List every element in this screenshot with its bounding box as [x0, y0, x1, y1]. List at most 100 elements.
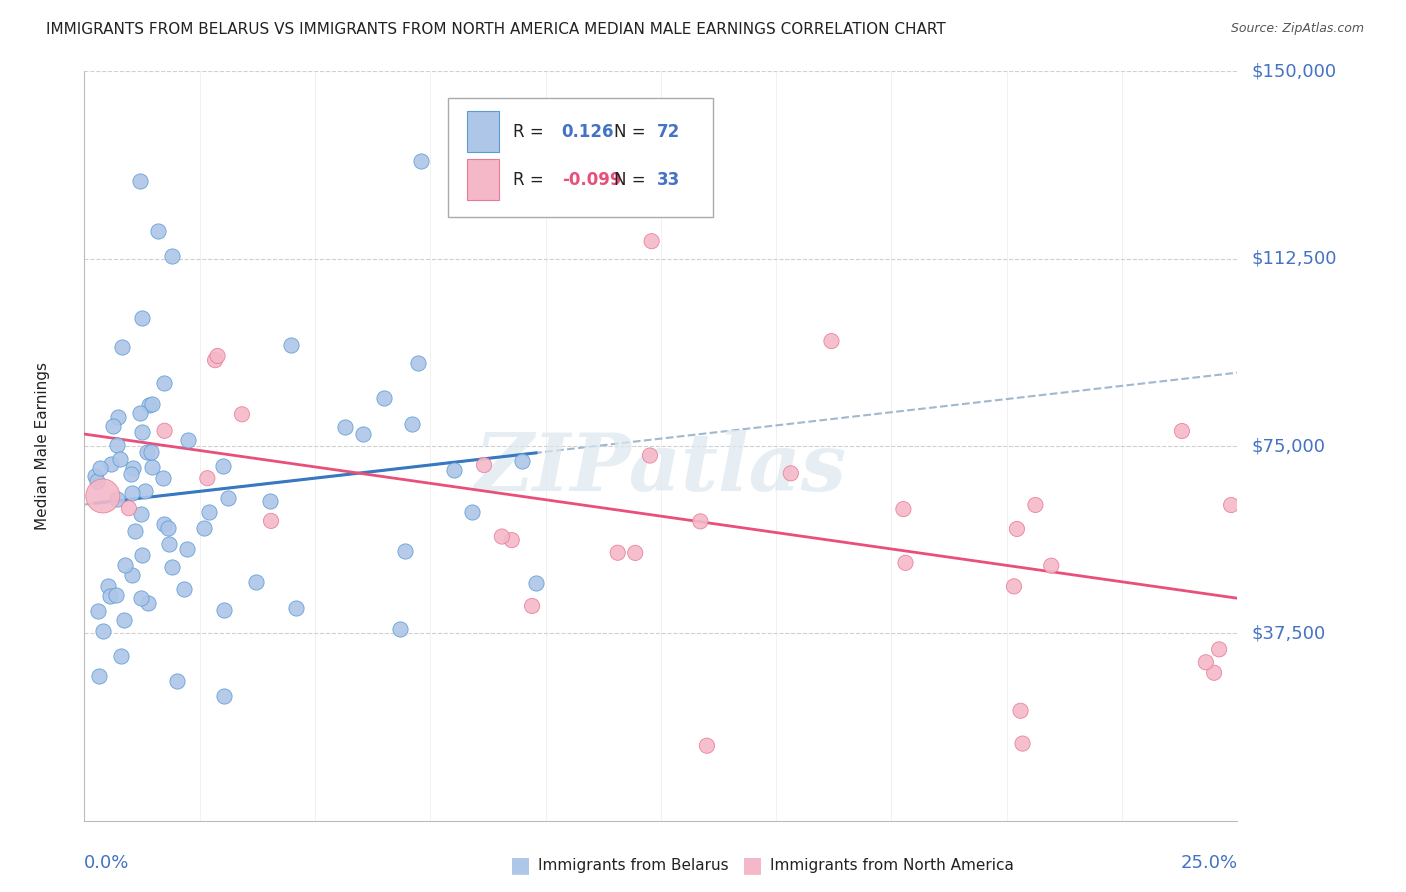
- Point: [394, 543, 416, 558]
- Point: [245, 574, 267, 589]
- Point: [153, 376, 176, 391]
- Point: [177, 433, 200, 447]
- Point: [401, 417, 423, 431]
- Point: [91, 624, 114, 638]
- Point: [409, 154, 432, 169]
- Point: [193, 521, 215, 535]
- Point: [160, 249, 183, 263]
- Point: [501, 533, 523, 548]
- Point: [510, 454, 533, 468]
- Point: [176, 542, 198, 557]
- Point: [212, 603, 235, 617]
- Point: [103, 419, 125, 434]
- Point: [134, 484, 156, 499]
- Text: 0.126: 0.126: [561, 123, 614, 141]
- Text: -0.099: -0.099: [561, 171, 621, 189]
- Point: [696, 739, 718, 753]
- Point: [146, 224, 169, 238]
- Point: [152, 471, 174, 485]
- Text: 0.0%: 0.0%: [84, 855, 129, 872]
- Point: [121, 461, 143, 475]
- Point: [779, 467, 801, 481]
- Point: [212, 458, 235, 473]
- Point: [1010, 704, 1032, 718]
- Text: Median Male Earnings: Median Male Earnings: [35, 362, 49, 530]
- Point: [606, 546, 628, 560]
- Point: [136, 596, 159, 610]
- Point: [207, 349, 229, 363]
- Point: [141, 397, 163, 411]
- Point: [1002, 579, 1025, 593]
- Point: [91, 489, 114, 503]
- Point: [1171, 424, 1194, 438]
- Text: $75,000: $75,000: [1251, 437, 1324, 455]
- Point: [1005, 522, 1028, 536]
- Text: ■: ■: [742, 855, 762, 875]
- Point: [128, 174, 150, 188]
- Text: 72: 72: [658, 123, 681, 141]
- Text: ■: ■: [510, 855, 530, 875]
- Point: [1040, 558, 1063, 573]
- Text: R =: R =: [513, 171, 544, 189]
- Point: [280, 338, 302, 352]
- Point: [157, 537, 180, 551]
- Text: Source: ZipAtlas.com: Source: ZipAtlas.com: [1230, 22, 1364, 36]
- Point: [110, 648, 132, 663]
- Point: [138, 398, 160, 412]
- Point: [120, 467, 142, 481]
- Point: [524, 575, 547, 590]
- Point: [114, 558, 136, 572]
- Point: [389, 622, 412, 636]
- Point: [105, 588, 128, 602]
- Point: [259, 493, 281, 508]
- Point: [689, 515, 711, 529]
- Point: [1024, 498, 1046, 512]
- Point: [105, 491, 128, 506]
- Point: [260, 514, 283, 528]
- Point: [121, 567, 143, 582]
- Point: [131, 425, 153, 439]
- Point: [198, 505, 221, 519]
- Point: [111, 340, 134, 354]
- Point: [135, 445, 157, 459]
- Point: [139, 445, 162, 459]
- Point: [1204, 665, 1226, 680]
- Text: $150,000: $150,000: [1251, 62, 1336, 80]
- Bar: [467, 112, 499, 153]
- Point: [129, 591, 152, 605]
- Point: [84, 468, 107, 483]
- Point: [195, 471, 218, 485]
- Point: [820, 334, 842, 348]
- Point: [217, 491, 239, 505]
- Point: [204, 353, 226, 368]
- Point: [87, 669, 110, 683]
- Point: [118, 501, 141, 516]
- Text: ZIPatlas: ZIPatlas: [475, 430, 846, 508]
- Point: [472, 458, 495, 472]
- Point: [640, 234, 662, 248]
- Point: [141, 459, 163, 474]
- Point: [157, 521, 180, 535]
- Point: [443, 462, 465, 476]
- Point: [107, 410, 129, 425]
- Point: [373, 391, 395, 405]
- Text: 25.0%: 25.0%: [1180, 855, 1237, 872]
- Point: [153, 517, 176, 532]
- Point: [112, 613, 135, 627]
- Point: [98, 589, 121, 603]
- Point: [97, 579, 120, 593]
- Point: [231, 407, 253, 421]
- Point: [1220, 498, 1243, 512]
- Point: [131, 548, 153, 562]
- Point: [153, 424, 176, 438]
- Point: [461, 506, 484, 520]
- Point: [173, 582, 195, 596]
- Text: N =: N =: [613, 171, 645, 189]
- Point: [160, 559, 183, 574]
- Text: 33: 33: [658, 171, 681, 189]
- Point: [166, 673, 188, 688]
- Point: [406, 356, 429, 370]
- Bar: [467, 159, 499, 200]
- Point: [520, 599, 543, 613]
- Point: [1195, 655, 1218, 669]
